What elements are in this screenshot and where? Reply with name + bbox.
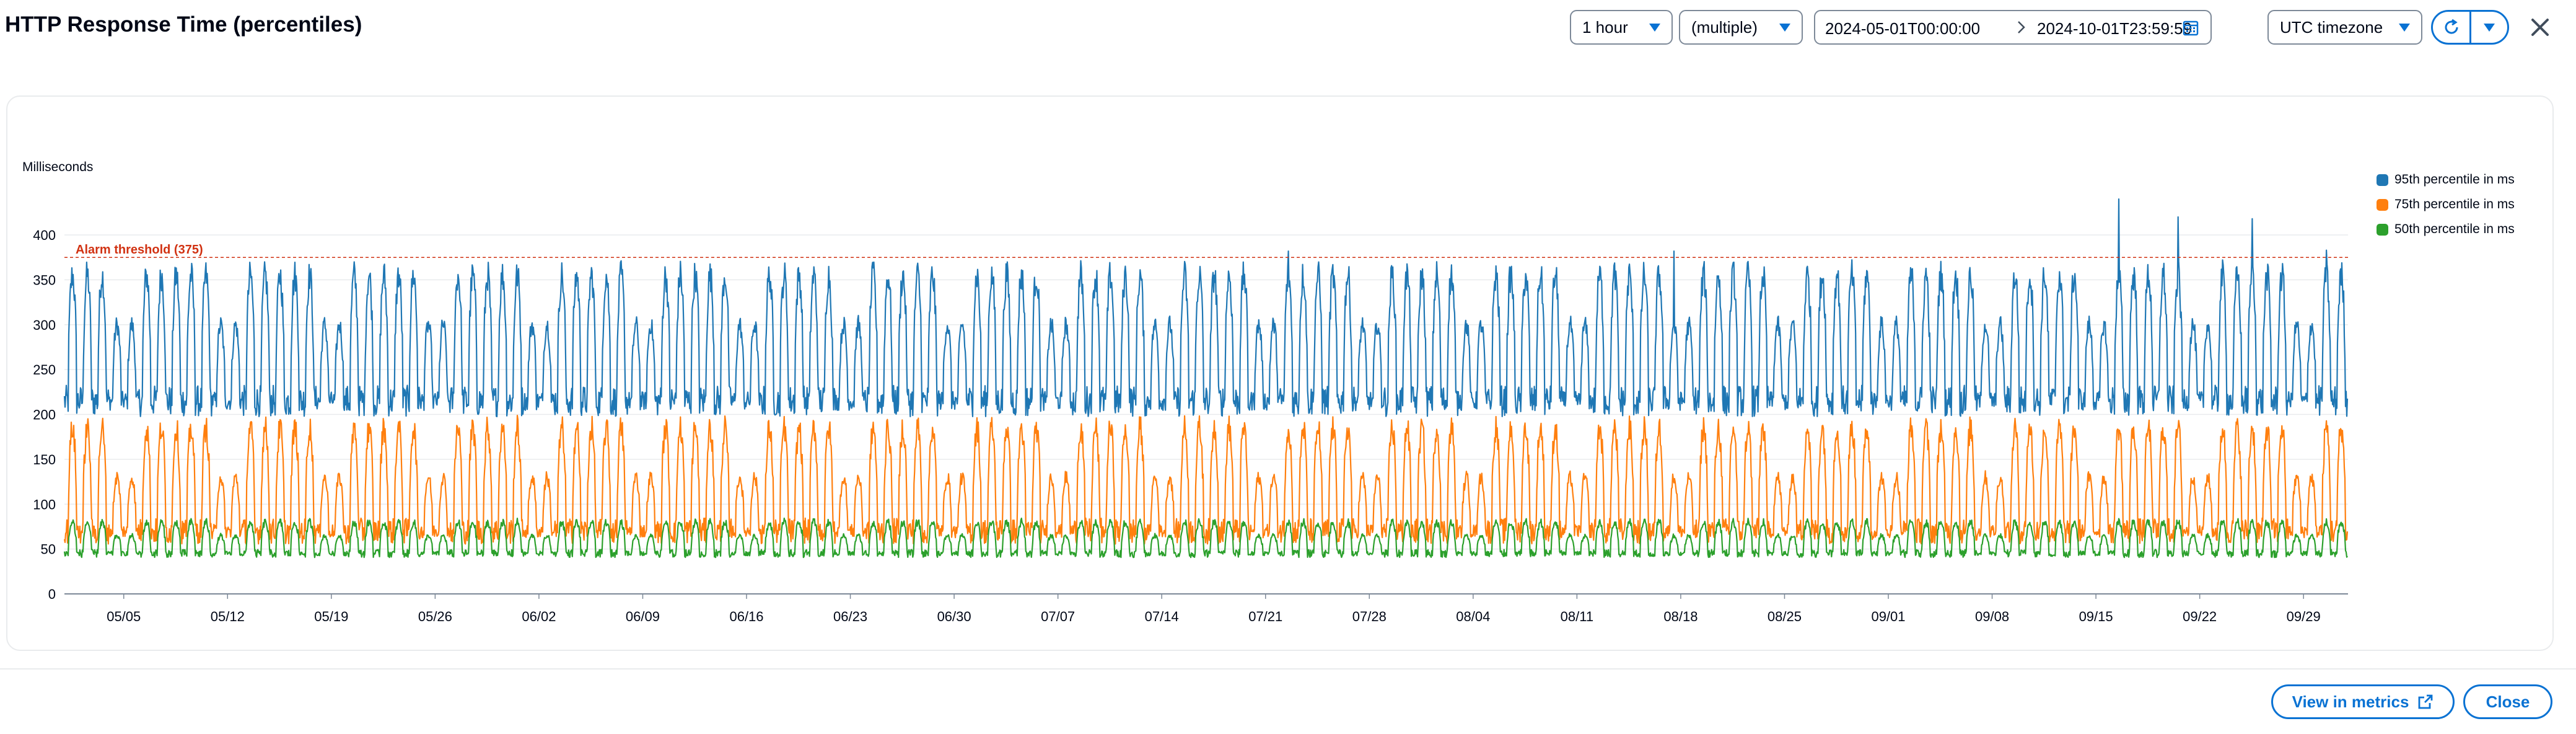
x-tick-label: 07/14 bbox=[1145, 609, 1179, 624]
x-tick-label: 09/01 bbox=[1871, 609, 1905, 624]
dialog-title: HTTP Response Time (percentiles) bbox=[5, 12, 362, 37]
refresh-button[interactable] bbox=[2433, 12, 2471, 43]
caret-down-icon bbox=[2484, 23, 2495, 32]
close-icon[interactable] bbox=[2526, 14, 2554, 41]
period-select[interactable]: 1 hour bbox=[1570, 10, 1673, 45]
legend-label: 75th percentile in ms bbox=[2394, 197, 2515, 211]
statistic-select[interactable]: (multiple) bbox=[1679, 10, 1803, 45]
date-range-picker[interactable]: 2024-05-01T00:00:00 2024-10-01T23:59:59 bbox=[1814, 10, 2212, 45]
legend-label: 50th percentile in ms bbox=[2394, 222, 2515, 236]
y-tick-label: 400 bbox=[33, 228, 56, 243]
x-tick-label: 05/05 bbox=[107, 609, 141, 624]
legend-item-p75[interactable]: 75th percentile in ms bbox=[2377, 192, 2515, 217]
legend-swatch bbox=[2377, 174, 2388, 186]
series-lines bbox=[63, 198, 2349, 559]
series-line-p95 bbox=[63, 198, 2349, 418]
x-tick-label: 06/30 bbox=[937, 609, 971, 624]
x-tick-label: 08/18 bbox=[1663, 609, 1698, 624]
caret-down-icon bbox=[1779, 23, 1790, 32]
y-tick-label: 150 bbox=[33, 452, 56, 467]
x-tick-label: 09/29 bbox=[2287, 609, 2321, 624]
alarm-threshold-label: Alarm threshold (375) bbox=[76, 243, 203, 257]
x-tick-label: 07/28 bbox=[1352, 609, 1387, 624]
y-tick-label: 300 bbox=[33, 317, 56, 333]
dialog-header: HTTP Response Time (percentiles) 1 hour … bbox=[0, 0, 2576, 56]
x-tick-label: 09/08 bbox=[1975, 609, 2009, 624]
close-label: Close bbox=[2486, 692, 2530, 711]
legend-label: 95th percentile in ms bbox=[2394, 172, 2515, 187]
x-tick-label: 08/11 bbox=[1561, 609, 1593, 624]
x-tick-label: 05/26 bbox=[418, 609, 452, 624]
footer-divider bbox=[0, 668, 2576, 670]
x-tick-label: 06/16 bbox=[729, 609, 763, 624]
statistic-value: (multiple) bbox=[1691, 17, 1758, 37]
legend-item-p95[interactable]: 95th percentile in ms bbox=[2377, 167, 2515, 192]
range-end: 2024-10-01T23:59:59 bbox=[2037, 19, 2193, 38]
y-tick-label: 50 bbox=[41, 542, 56, 557]
legend-item-p50[interactable]: 50th percentile in ms bbox=[2377, 217, 2515, 242]
series-line-p50 bbox=[63, 517, 2348, 559]
x-tick-label: 06/09 bbox=[626, 609, 660, 624]
legend-swatch bbox=[2377, 198, 2388, 211]
x-tick-label: 06/23 bbox=[833, 609, 867, 624]
y-tick-label: 350 bbox=[33, 272, 56, 288]
range-start: 2024-05-01T00:00:00 bbox=[1825, 19, 1981, 38]
x-tick-label: 09/22 bbox=[2183, 609, 2217, 624]
x-tick-label: 05/19 bbox=[314, 609, 348, 624]
legend-swatch bbox=[2377, 223, 2388, 236]
refresh-button-group bbox=[2431, 10, 2509, 45]
x-axis-ticks: 05/05 05/12 05/19 05/26 06/02 06/09 06/16 06/23… bbox=[107, 594, 2321, 624]
view-in-metrics-label: View in metrics bbox=[2292, 692, 2409, 711]
caret-down-icon bbox=[2399, 23, 2410, 32]
view-in-metrics-button[interactable]: View in metrics bbox=[2271, 684, 2455, 719]
x-tick-label: 06/02 bbox=[522, 609, 556, 624]
close-button[interactable]: Close bbox=[2463, 684, 2552, 719]
x-tick-label: 08/25 bbox=[1768, 609, 1802, 624]
x-tick-label: 05/12 bbox=[211, 609, 245, 624]
calendar-icon[interactable] bbox=[2182, 19, 2199, 37]
chart-legend: 95th percentile in ms 75th percentile in… bbox=[2377, 167, 2515, 242]
external-link-icon bbox=[2419, 694, 2433, 709]
y-tick-label: 100 bbox=[33, 497, 56, 512]
x-tick-label: 09/15 bbox=[2079, 609, 2113, 624]
y-axis-label: Milliseconds bbox=[22, 160, 93, 174]
y-tick-label: 200 bbox=[33, 407, 56, 423]
series-line-p75 bbox=[63, 414, 2349, 545]
refresh-options-button[interactable] bbox=[2471, 12, 2507, 43]
y-tick-label: 0 bbox=[48, 586, 56, 602]
x-tick-label: 07/21 bbox=[1248, 609, 1282, 624]
timezone-select[interactable]: UTC timezone bbox=[2267, 10, 2422, 45]
x-tick-label: 08/04 bbox=[1456, 609, 1490, 624]
caret-down-icon bbox=[1649, 23, 1660, 32]
y-tick-label: 250 bbox=[33, 362, 56, 378]
y-axis-ticks: 0 50 100 150 200 250 300 350 400 bbox=[33, 228, 56, 602]
x-tick-label: 07/07 bbox=[1041, 609, 1075, 624]
chevron-right-icon bbox=[2018, 21, 2025, 33]
refresh-icon bbox=[2445, 19, 2458, 34]
timezone-value: UTC timezone bbox=[2280, 17, 2383, 37]
period-value: 1 hour bbox=[1582, 17, 1628, 37]
